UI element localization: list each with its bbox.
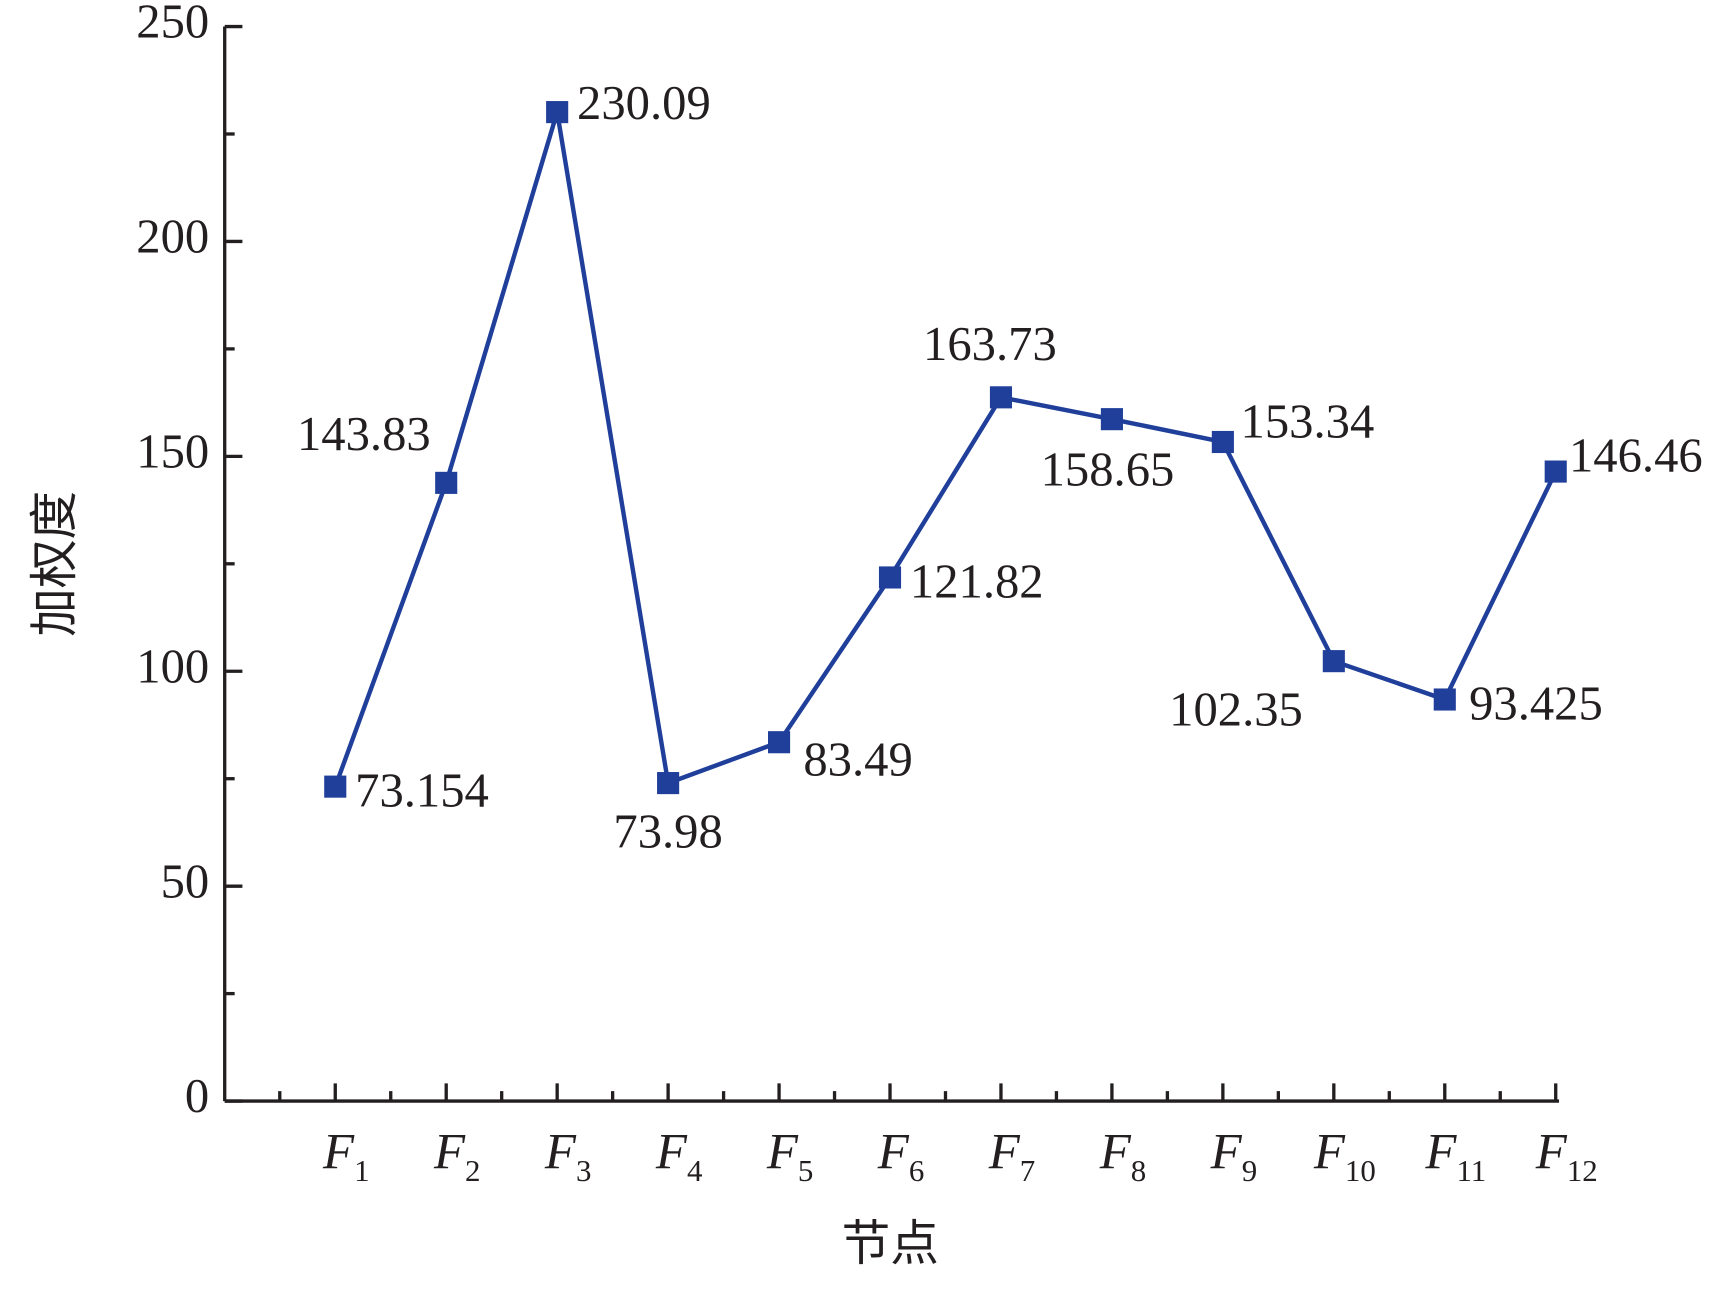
- marker: [878, 566, 902, 589]
- x-tick-label: F4: [655, 1123, 703, 1188]
- value-label: 102.35: [1169, 682, 1303, 736]
- x-tick-label: F7: [988, 1123, 1036, 1188]
- value-label: 121.82: [910, 554, 1044, 608]
- y-tick-label: 0: [185, 1069, 209, 1123]
- y-tick-label: 150: [136, 425, 209, 479]
- marker: [435, 471, 458, 494]
- x-tick-label: F2: [433, 1123, 481, 1188]
- value-label: 73.154: [355, 764, 489, 818]
- value-label: 143.83: [297, 407, 431, 461]
- marker: [546, 101, 569, 124]
- x-tick-label: F5: [766, 1123, 814, 1188]
- y-tick-label: 200: [136, 210, 209, 264]
- x-axis-title: 节点: [842, 1216, 939, 1272]
- x-tick-label: F3: [544, 1123, 592, 1188]
- value-label: 230.09: [577, 76, 711, 130]
- y-axis-title: 加权度: [27, 491, 83, 637]
- value-label: 163.73: [923, 317, 1057, 371]
- marker: [989, 386, 1013, 409]
- x-tick-label: F6: [877, 1123, 925, 1188]
- data-line: [333, 111, 1558, 788]
- y-tick-label: 250: [136, 0, 209, 49]
- marker: [324, 775, 347, 798]
- value-label: 83.49: [803, 732, 912, 786]
- value-label: 93.425: [1469, 677, 1603, 731]
- value-label: 73.98: [613, 804, 722, 858]
- marker: [1322, 650, 1345, 673]
- marker: [1433, 688, 1456, 711]
- marker: [768, 731, 791, 754]
- marker: [657, 772, 680, 795]
- marker: [1100, 408, 1123, 431]
- x-tick-label: F11: [1424, 1123, 1486, 1188]
- x-tick-label: F9: [1210, 1123, 1258, 1188]
- value-label: 158.65: [1041, 443, 1175, 497]
- marker: [1211, 430, 1234, 454]
- x-tick-label: F12: [1535, 1123, 1598, 1188]
- x-tick-label: F10: [1313, 1123, 1376, 1188]
- value-label: 146.46: [1569, 429, 1703, 483]
- value-label: 153.34: [1241, 395, 1375, 449]
- y-tick-label: 50: [161, 854, 210, 908]
- marker: [1544, 460, 1567, 483]
- y-tick-label: 100: [136, 639, 209, 693]
- x-tick-label: F8: [1099, 1123, 1147, 1188]
- x-tick-label: F1: [322, 1123, 370, 1188]
